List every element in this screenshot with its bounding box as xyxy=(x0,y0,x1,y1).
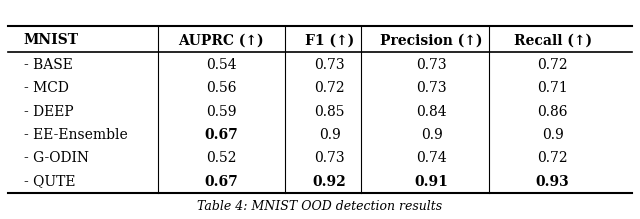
Text: 0.52: 0.52 xyxy=(206,151,237,165)
Text: Recall (↑): Recall (↑) xyxy=(513,33,591,47)
Text: 0.9: 0.9 xyxy=(319,128,340,142)
Text: 0.73: 0.73 xyxy=(416,58,447,72)
Text: 0.72: 0.72 xyxy=(314,81,345,95)
Text: MNIST: MNIST xyxy=(24,33,79,47)
Text: - QUTE: - QUTE xyxy=(24,175,75,189)
Text: Precision (↑): Precision (↑) xyxy=(380,33,483,47)
Text: 0.86: 0.86 xyxy=(538,104,568,118)
Text: 0.9: 0.9 xyxy=(420,128,442,142)
Text: 0.72: 0.72 xyxy=(537,58,568,72)
Text: 0.73: 0.73 xyxy=(314,151,345,165)
Text: 0.56: 0.56 xyxy=(206,81,237,95)
Text: 0.72: 0.72 xyxy=(537,151,568,165)
Text: 0.67: 0.67 xyxy=(204,128,238,142)
Text: 0.73: 0.73 xyxy=(314,58,345,72)
Text: Table 4: MNIST OOD detection results: Table 4: MNIST OOD detection results xyxy=(197,200,443,213)
Text: 0.92: 0.92 xyxy=(313,175,346,189)
Text: 0.9: 0.9 xyxy=(541,128,563,142)
Text: 0.93: 0.93 xyxy=(536,175,570,189)
Text: 0.85: 0.85 xyxy=(314,104,345,118)
Text: 0.59: 0.59 xyxy=(206,104,237,118)
Text: F1 (↑): F1 (↑) xyxy=(305,33,354,47)
Text: 0.74: 0.74 xyxy=(416,151,447,165)
Text: AUPRC (↑): AUPRC (↑) xyxy=(179,33,264,47)
Text: - EE-Ensemble: - EE-Ensemble xyxy=(24,128,127,142)
Text: - MCD: - MCD xyxy=(24,81,68,95)
Text: 0.67: 0.67 xyxy=(204,175,238,189)
Text: 0.84: 0.84 xyxy=(416,104,447,118)
Text: 0.71: 0.71 xyxy=(537,81,568,95)
Text: - G-ODIN: - G-ODIN xyxy=(24,151,89,165)
Text: - DEEP: - DEEP xyxy=(24,104,74,118)
Text: 0.73: 0.73 xyxy=(416,81,447,95)
Text: 0.91: 0.91 xyxy=(415,175,449,189)
Text: - BASE: - BASE xyxy=(24,58,72,72)
Text: 0.54: 0.54 xyxy=(206,58,237,72)
